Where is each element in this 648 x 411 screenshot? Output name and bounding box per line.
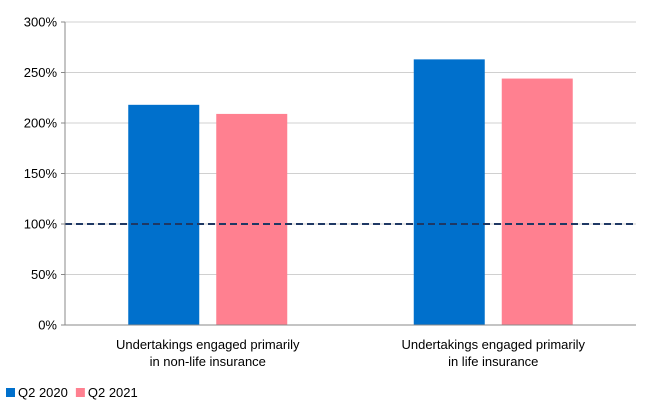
bars — [128, 59, 573, 326]
x-category-label: Undertakings engaged primarily — [116, 337, 300, 352]
labels: 0% 50% 100% 150% 200% 250% 300% Undertakings en… — [24, 15, 586, 370]
axes — [61, 21, 636, 326]
bar-q2-2020 — [413, 59, 485, 326]
y-tick-label: 0% — [38, 318, 57, 333]
x-category-label: in non-life insurance — [150, 354, 266, 369]
bar-q2-2021 — [216, 113, 288, 325]
bar-q2-2021 — [501, 78, 573, 325]
bar-q2-2020 — [128, 104, 200, 325]
legend-swatch — [6, 388, 15, 397]
y-tick-label: 100% — [24, 217, 58, 232]
legend-swatch — [75, 388, 85, 397]
y-tick-label: 150% — [24, 166, 58, 181]
x-category-label: in life insurance — [448, 354, 538, 369]
y-tick-label: 50% — [31, 267, 57, 282]
y-tick-label: 250% — [24, 65, 58, 80]
legend: Q2 2020 Q2 2021 — [6, 385, 138, 400]
legend-label: Q2 2020 — [18, 385, 68, 400]
y-tick-label: 200% — [24, 116, 58, 131]
y-tick-label: 300% — [24, 15, 58, 30]
x-category-label: Undertakings engaged primarily — [401, 337, 585, 352]
legend-label: Q2 2021 — [88, 385, 138, 400]
